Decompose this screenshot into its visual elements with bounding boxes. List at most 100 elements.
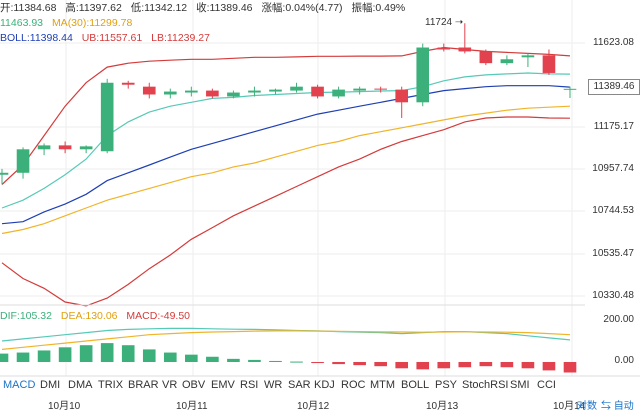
candle-body (437, 47, 451, 50)
ohlc-legend: 开:11384.68 高:11397.62 低:11342.12 收:11389… (0, 2, 411, 15)
legend-dea: DEA:130.06 (60, 310, 118, 322)
tab-dma[interactable]: DMA (68, 379, 93, 391)
price-tick: 10957.74 (592, 163, 634, 174)
legend-ma30: MA(30):11299.78 (51, 17, 133, 29)
legend-amplitude: 振幅:0.49% (351, 2, 406, 14)
macd-tick: 200.00 (603, 314, 634, 325)
legend-macd: MACD:-49.50 (126, 310, 191, 322)
macd-bar (437, 362, 451, 369)
tab-dmi[interactable]: DMI (40, 379, 61, 391)
macd-bar (0, 353, 9, 362)
macd-tick: 0.00 (614, 355, 634, 366)
macd-bar (185, 354, 198, 362)
series-line (1, 85, 571, 225)
tab-stochrsi[interactable]: StochRSI (462, 379, 509, 391)
date-label: 10月13 (426, 401, 459, 412)
price-tick: 10535.47 (592, 248, 634, 259)
current-price-tag: 11389.46 (588, 79, 640, 95)
tab-smi[interactable]: SMI (510, 379, 530, 391)
macd-bar (206, 356, 219, 362)
candle-body (353, 88, 366, 91)
candle-body (416, 47, 430, 103)
date-label: 10月11 (176, 401, 208, 412)
macd-bar (163, 352, 177, 362)
candle-body (121, 82, 135, 85)
candlesticks (0, 23, 577, 185)
candle-body (332, 89, 345, 97)
tab-sar[interactable]: SAR (288, 379, 311, 391)
macd-bar (332, 362, 345, 365)
series-line (1, 116, 571, 307)
dea-line (1, 330, 571, 350)
tab-boll[interactable]: BOLL (401, 379, 430, 391)
price-tick: 10744.53 (592, 205, 634, 216)
macd-bar (458, 362, 472, 368)
tab-kdj[interactable]: KDJ (314, 379, 335, 391)
macd-bar (227, 358, 240, 362)
macd-bar (479, 362, 493, 367)
candle-body (142, 86, 156, 95)
legend-change: 涨幅:0.04%(4.77) (261, 2, 343, 14)
candle-body (521, 55, 535, 58)
macd-bar (542, 362, 556, 371)
candle-body (290, 86, 303, 91)
macd-bar (37, 350, 51, 362)
series-line (1, 105, 571, 235)
macd-bar (521, 362, 535, 369)
indicator-tabs: MACD DMI DMA TRIX BRAR VR OBV EMV RSI WR… (0, 379, 640, 393)
log-scale-toggle[interactable]: 对数 (577, 401, 597, 412)
macd-bar (79, 345, 93, 362)
boll-legend: BOLL:11398.44 UB:11557.61 LB:11239.27 (0, 32, 216, 45)
candle-body (185, 90, 198, 93)
legend-lb: LB:11239.27 (151, 32, 210, 44)
tab-obv[interactable]: OBV (182, 379, 206, 391)
legend-close: 收:11389.46 (196, 2, 253, 14)
macd-bar (121, 345, 135, 362)
macd-bar (248, 359, 261, 362)
legend-low: 低:11342.12 (130, 2, 188, 14)
candle-body (0, 172, 9, 175)
candle-body (311, 86, 324, 97)
candle-body (395, 89, 409, 103)
candle-body (100, 82, 114, 152)
price-tick: 11623.08 (593, 37, 634, 48)
candle-body (16, 149, 30, 173)
tab-mtm[interactable]: MTM (370, 379, 396, 391)
candle-body (374, 88, 387, 90)
legend-dif: DIF:105.32 (0, 310, 52, 322)
tab-psy[interactable]: PSY (435, 379, 458, 391)
candle-body (479, 51, 493, 64)
auto-scale-icon[interactable]: ⇆ 自动 (601, 401, 634, 412)
candle-body (458, 47, 472, 52)
candle-body (500, 59, 514, 64)
legend-open: 开:11384.68 (0, 2, 57, 14)
candle-body (227, 92, 240, 97)
ma-legend: 11463.93 MA(30):11299.78 (0, 17, 138, 30)
tab-emv[interactable]: EMV (211, 379, 235, 391)
macd-bar (563, 362, 577, 373)
tab-macd[interactable]: MACD (3, 379, 36, 391)
candle-body (248, 90, 261, 93)
macd-bar (353, 362, 366, 366)
date-label: 10月14 (553, 401, 586, 412)
tab-brar[interactable]: BRAR (128, 379, 159, 391)
legend-boll: BOLL:11398.44 (0, 32, 73, 44)
macd-bar (142, 349, 156, 362)
candle-body (269, 89, 282, 92)
price-tick: 11175.17 (593, 121, 634, 132)
high-value: 11724 (425, 17, 453, 28)
macd-bar (100, 343, 114, 362)
tab-wr[interactable]: WR (264, 379, 283, 391)
legend-ub: UB:11557.61 (81, 32, 143, 44)
tab-roc[interactable]: ROC (341, 379, 366, 391)
series-line (1, 46, 571, 185)
candle-body (163, 91, 177, 95)
macd-bar (58, 347, 72, 362)
tab-vr[interactable]: VR (162, 379, 178, 391)
tab-rsi[interactable]: RSI (240, 379, 259, 391)
tab-cci[interactable]: CCI (537, 379, 556, 391)
macd-bar (416, 362, 430, 370)
candle-body (206, 90, 219, 97)
tab-trix[interactable]: TRIX (98, 379, 124, 391)
